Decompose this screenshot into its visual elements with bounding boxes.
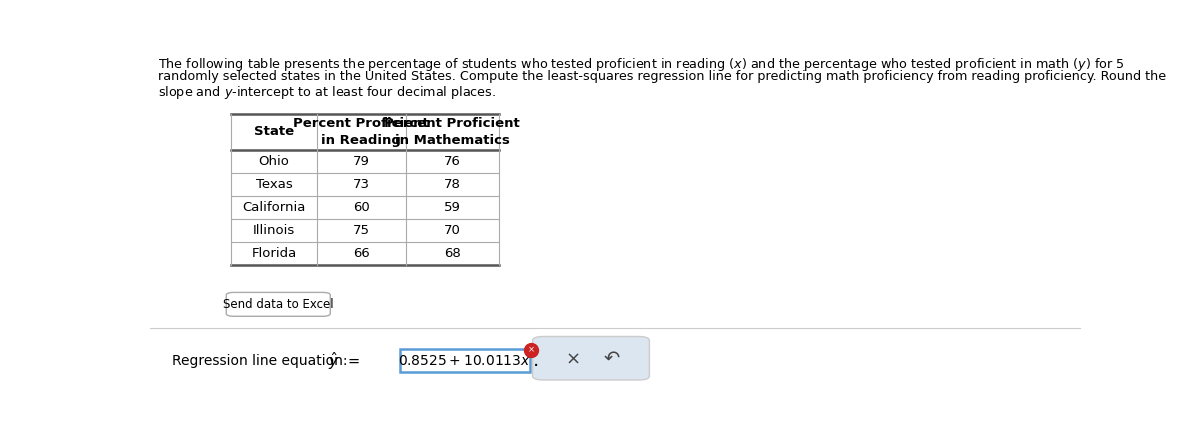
Text: 76: 76 — [444, 155, 461, 168]
Text: ↶: ↶ — [604, 349, 620, 368]
Text: Ohio: Ohio — [258, 155, 289, 168]
Text: Percent Proficient
in Reading: Percent Proficient in Reading — [293, 117, 430, 147]
Text: 75: 75 — [353, 224, 370, 237]
Text: Send data to Excel: Send data to Excel — [223, 298, 334, 311]
FancyBboxPatch shape — [227, 293, 330, 316]
Text: 68: 68 — [444, 247, 461, 260]
Text: 66: 66 — [353, 247, 370, 260]
FancyBboxPatch shape — [400, 349, 529, 372]
Text: $0.8525 + 10.0113x$: $0.8525 + 10.0113x$ — [398, 353, 532, 367]
Text: 73: 73 — [353, 178, 370, 191]
Text: randomly selected states in the United States. Compute the least-squares regress: randomly selected states in the United S… — [157, 70, 1166, 83]
Text: slope and $y$-intercept to at least four decimal places.: slope and $y$-intercept to at least four… — [157, 84, 496, 101]
Text: Percent Proficient
in Mathematics: Percent Proficient in Mathematics — [384, 117, 520, 147]
Text: Texas: Texas — [256, 178, 293, 191]
Text: $\times$: $\times$ — [527, 345, 534, 354]
Text: $\times$: $\times$ — [565, 349, 580, 367]
Text: .: . — [533, 351, 539, 370]
Text: 59: 59 — [444, 201, 461, 214]
Text: California: California — [242, 201, 306, 214]
FancyBboxPatch shape — [533, 336, 649, 380]
Text: The following table presents the percentage of students who tested proficient in: The following table presents the percent… — [157, 57, 1124, 74]
Text: State: State — [254, 125, 294, 138]
Text: Regression line equation:: Regression line equation: — [172, 353, 361, 367]
Text: 79: 79 — [353, 155, 370, 168]
Text: Illinois: Illinois — [253, 224, 295, 237]
Text: 78: 78 — [444, 178, 461, 191]
Text: $\hat{y}$: $\hat{y}$ — [329, 350, 340, 371]
Text: 70: 70 — [444, 224, 461, 237]
Text: 60: 60 — [353, 201, 370, 214]
Text: Florida: Florida — [251, 247, 296, 260]
Text: $=$: $=$ — [346, 353, 361, 368]
